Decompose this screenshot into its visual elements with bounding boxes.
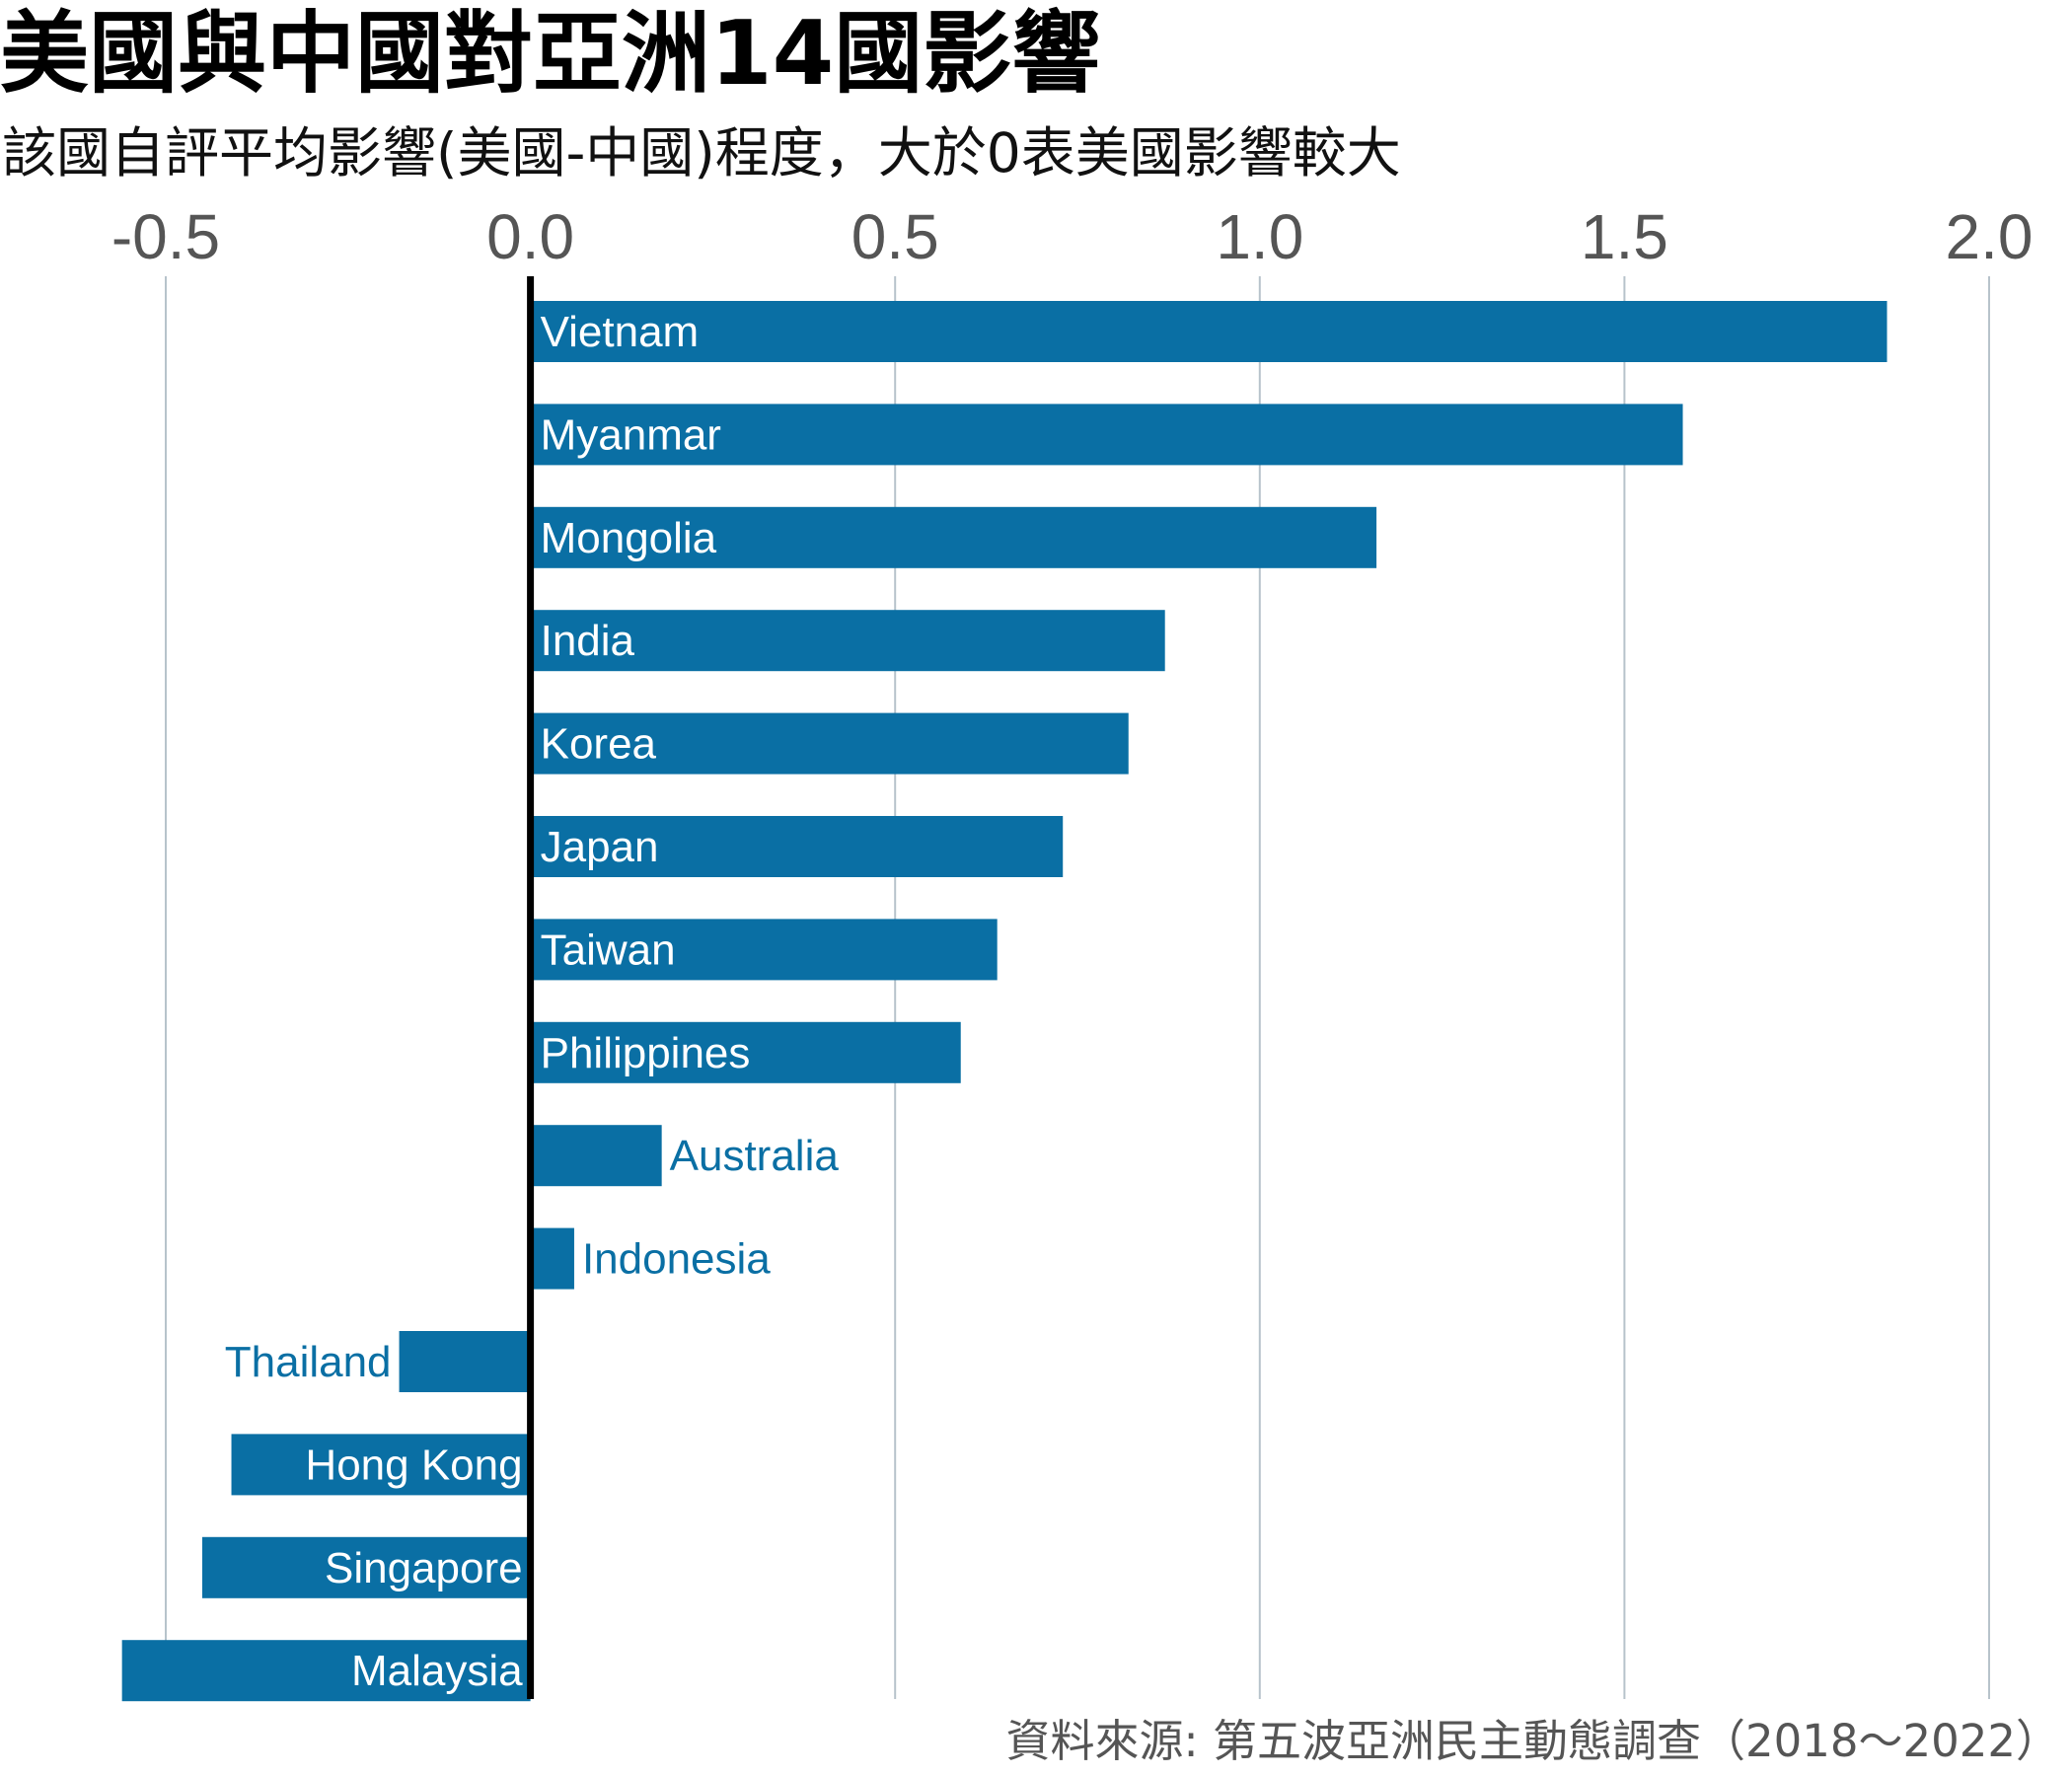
bar-japan [530,816,1064,877]
chart-subtitle: 該國自評平均影響(美國-中國)程度，大於0表美國影響較大 [2,121,1401,185]
bar-label: Mongolia [541,514,717,562]
bar-thailand [399,1331,531,1392]
bar-label: Korea [541,720,657,769]
bar-hong-kong [231,1434,531,1496]
bar-label: Philippines [541,1029,751,1077]
source-note: 資料來源: 第五波亞洲民主動態調查（2018～2022） [1005,1715,2060,1767]
bar-label: Taiwan [541,925,676,974]
x-tick-label: 1.5 [1581,201,1668,272]
bar-label: Vietnam [541,308,700,356]
bar-vietnam [530,301,1887,362]
chart-title: 美國與中國對亞洲14國影響 [0,2,1101,106]
bar-label: Myanmar [541,410,721,459]
bar-india [530,610,1165,672]
x-tick-label: 0.5 [851,201,939,272]
bar-indonesia [530,1227,574,1290]
bar-label: Japan [541,823,659,871]
bar-label: Australia [670,1132,840,1180]
bar-labels: Vietnam Myanmar Mongolia India Korea Japan Tai… [225,308,840,1695]
x-axis-ticks: -0.5 0.0 0.5 1.0 1.5 2.0 [111,201,2034,272]
bar-label: Malaysia [351,1647,523,1695]
bar-australia [530,1125,662,1187]
bar-korea [530,712,1129,775]
bar-label: Thailand [225,1338,392,1386]
bar-label: Indonesia [582,1235,771,1284]
bar-label: India [541,617,635,665]
bar-singapore [201,1536,531,1598]
bar-label: Hong Kong [305,1441,522,1489]
bar-malaysia [121,1640,531,1702]
bar-label: Singapore [325,1544,523,1592]
x-tick-label: 2.0 [1946,201,2034,272]
x-tick-label: 0.0 [486,201,574,272]
bar-philippines [530,1021,961,1083]
x-tick-label: 1.0 [1216,201,1303,272]
bar-taiwan [530,919,998,981]
gridlines [165,276,1990,1699]
bar-myanmar [530,404,1683,466]
x-tick-label: -0.5 [111,201,220,272]
bar-mongolia [530,506,1377,568]
bars [121,301,1887,1702]
